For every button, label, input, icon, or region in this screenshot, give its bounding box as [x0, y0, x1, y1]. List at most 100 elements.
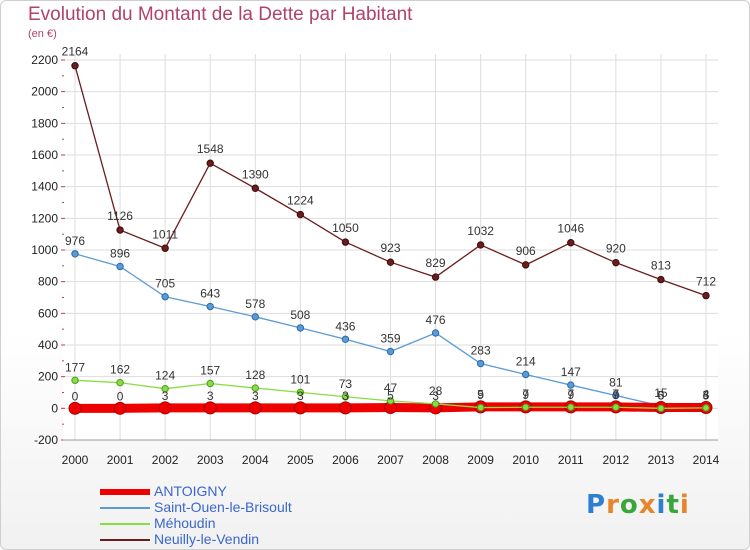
data-label: 920 — [606, 242, 626, 256]
data-point — [206, 379, 214, 388]
x-tick-label: 2014 — [693, 453, 720, 467]
data-label: 578 — [245, 297, 265, 311]
data-label: 73 — [339, 377, 353, 391]
data-point — [476, 359, 485, 368]
data-point — [161, 244, 169, 252]
data-label: 7 — [567, 387, 574, 401]
y-tick-label: 0 — [51, 401, 58, 415]
data-label: 47 — [384, 381, 398, 395]
legend-swatch-antoigny — [100, 489, 150, 495]
data-point — [71, 376, 79, 385]
y-tick-label: 600 — [38, 306, 58, 320]
y-tick-label: 2200 — [31, 53, 58, 67]
data-label: 1224 — [287, 194, 314, 208]
data-point — [386, 397, 395, 405]
x-tick-label: 2007 — [377, 453, 404, 467]
logo-letter: o — [619, 490, 639, 520]
data-label: 3 — [207, 389, 214, 403]
data-point — [293, 401, 307, 415]
data-point — [296, 210, 305, 219]
data-label: 3 — [432, 389, 439, 403]
data-label: 5 — [387, 389, 394, 403]
data-point — [161, 293, 169, 301]
data-label: 0 — [72, 389, 79, 403]
data-label: 5 — [477, 388, 484, 402]
data-label: 508 — [290, 308, 310, 322]
data-point — [341, 335, 350, 343]
data-point — [431, 329, 440, 337]
logo-letter: i — [656, 490, 667, 520]
data-point — [116, 226, 124, 234]
data-label: 3 — [342, 389, 349, 403]
y-tick-label: 1800 — [31, 116, 58, 130]
data-label: 4 — [703, 388, 710, 402]
data-point — [567, 403, 575, 411]
data-point — [476, 241, 485, 249]
data-point — [612, 391, 620, 400]
data-label: 643 — [200, 287, 220, 301]
data-point — [567, 381, 575, 389]
data-point — [657, 275, 665, 284]
data-point — [341, 238, 350, 246]
data-label: 7 — [522, 387, 529, 401]
y-tick-label: 1200 — [31, 211, 58, 225]
data-label: 283 — [471, 344, 491, 358]
data-point — [71, 250, 79, 258]
data-point — [476, 403, 485, 412]
data-point — [612, 258, 620, 267]
legend-swatch-neuilly — [100, 539, 150, 541]
data-label: 1046 — [557, 222, 584, 236]
data-label: 3 — [162, 389, 169, 403]
data-label: 705 — [155, 277, 175, 291]
data-point — [116, 262, 124, 271]
data-label: 2164 — [62, 45, 89, 59]
data-point — [296, 324, 305, 332]
data-label: 9 — [613, 388, 620, 402]
x-tick-label: 2005 — [287, 453, 314, 467]
data-label: 124 — [155, 369, 175, 383]
data-label: 0 — [117, 389, 124, 403]
data-point — [203, 401, 217, 415]
proxiti-logo: Proxiti — [586, 490, 690, 520]
data-point — [113, 401, 127, 415]
legend-swatch-mehoudin — [100, 523, 150, 525]
data-point — [158, 401, 172, 415]
data-label: 15 — [654, 386, 668, 400]
logo-letter: P — [586, 490, 607, 520]
data-label: 3 — [297, 389, 304, 403]
data-point — [702, 291, 710, 300]
data-label: 906 — [516, 244, 536, 258]
data-point — [338, 401, 352, 415]
data-label: 1390 — [242, 167, 269, 181]
data-point — [612, 403, 620, 411]
data-label: 359 — [380, 331, 400, 345]
data-label: 896 — [110, 246, 130, 260]
data-point — [567, 239, 575, 247]
data-label: 712 — [696, 275, 716, 289]
data-label: 162 — [110, 363, 130, 377]
y-tick-label: -200 — [34, 433, 58, 447]
x-tick-label: 2010 — [512, 453, 539, 467]
data-point — [251, 313, 259, 321]
x-tick-label: 2006 — [332, 453, 359, 467]
data-label: 813 — [651, 259, 671, 273]
data-label: 28 — [429, 384, 443, 398]
data-label: 829 — [426, 256, 446, 270]
data-point — [341, 393, 350, 401]
data-point — [431, 400, 440, 408]
y-tick-label: 400 — [38, 338, 58, 352]
y-tick-label: 1600 — [31, 148, 58, 162]
data-label: 436 — [335, 319, 355, 333]
data-label: 1050 — [332, 221, 359, 235]
data-label: 3 — [703, 388, 710, 402]
x-tick-label: 2011 — [558, 453, 584, 467]
y-tick-label: 1400 — [31, 180, 58, 194]
data-label: 976 — [65, 234, 85, 248]
x-tick-label: 2013 — [648, 453, 675, 467]
legend-label-antoigny: ANTOIGNY — [154, 483, 227, 499]
x-tick-label: 2009 — [467, 453, 494, 467]
x-tick-label: 2001 — [107, 453, 134, 467]
data-label: 128 — [245, 368, 265, 382]
legend-label-neuilly: Neuilly-le-Vendin — [154, 531, 260, 547]
